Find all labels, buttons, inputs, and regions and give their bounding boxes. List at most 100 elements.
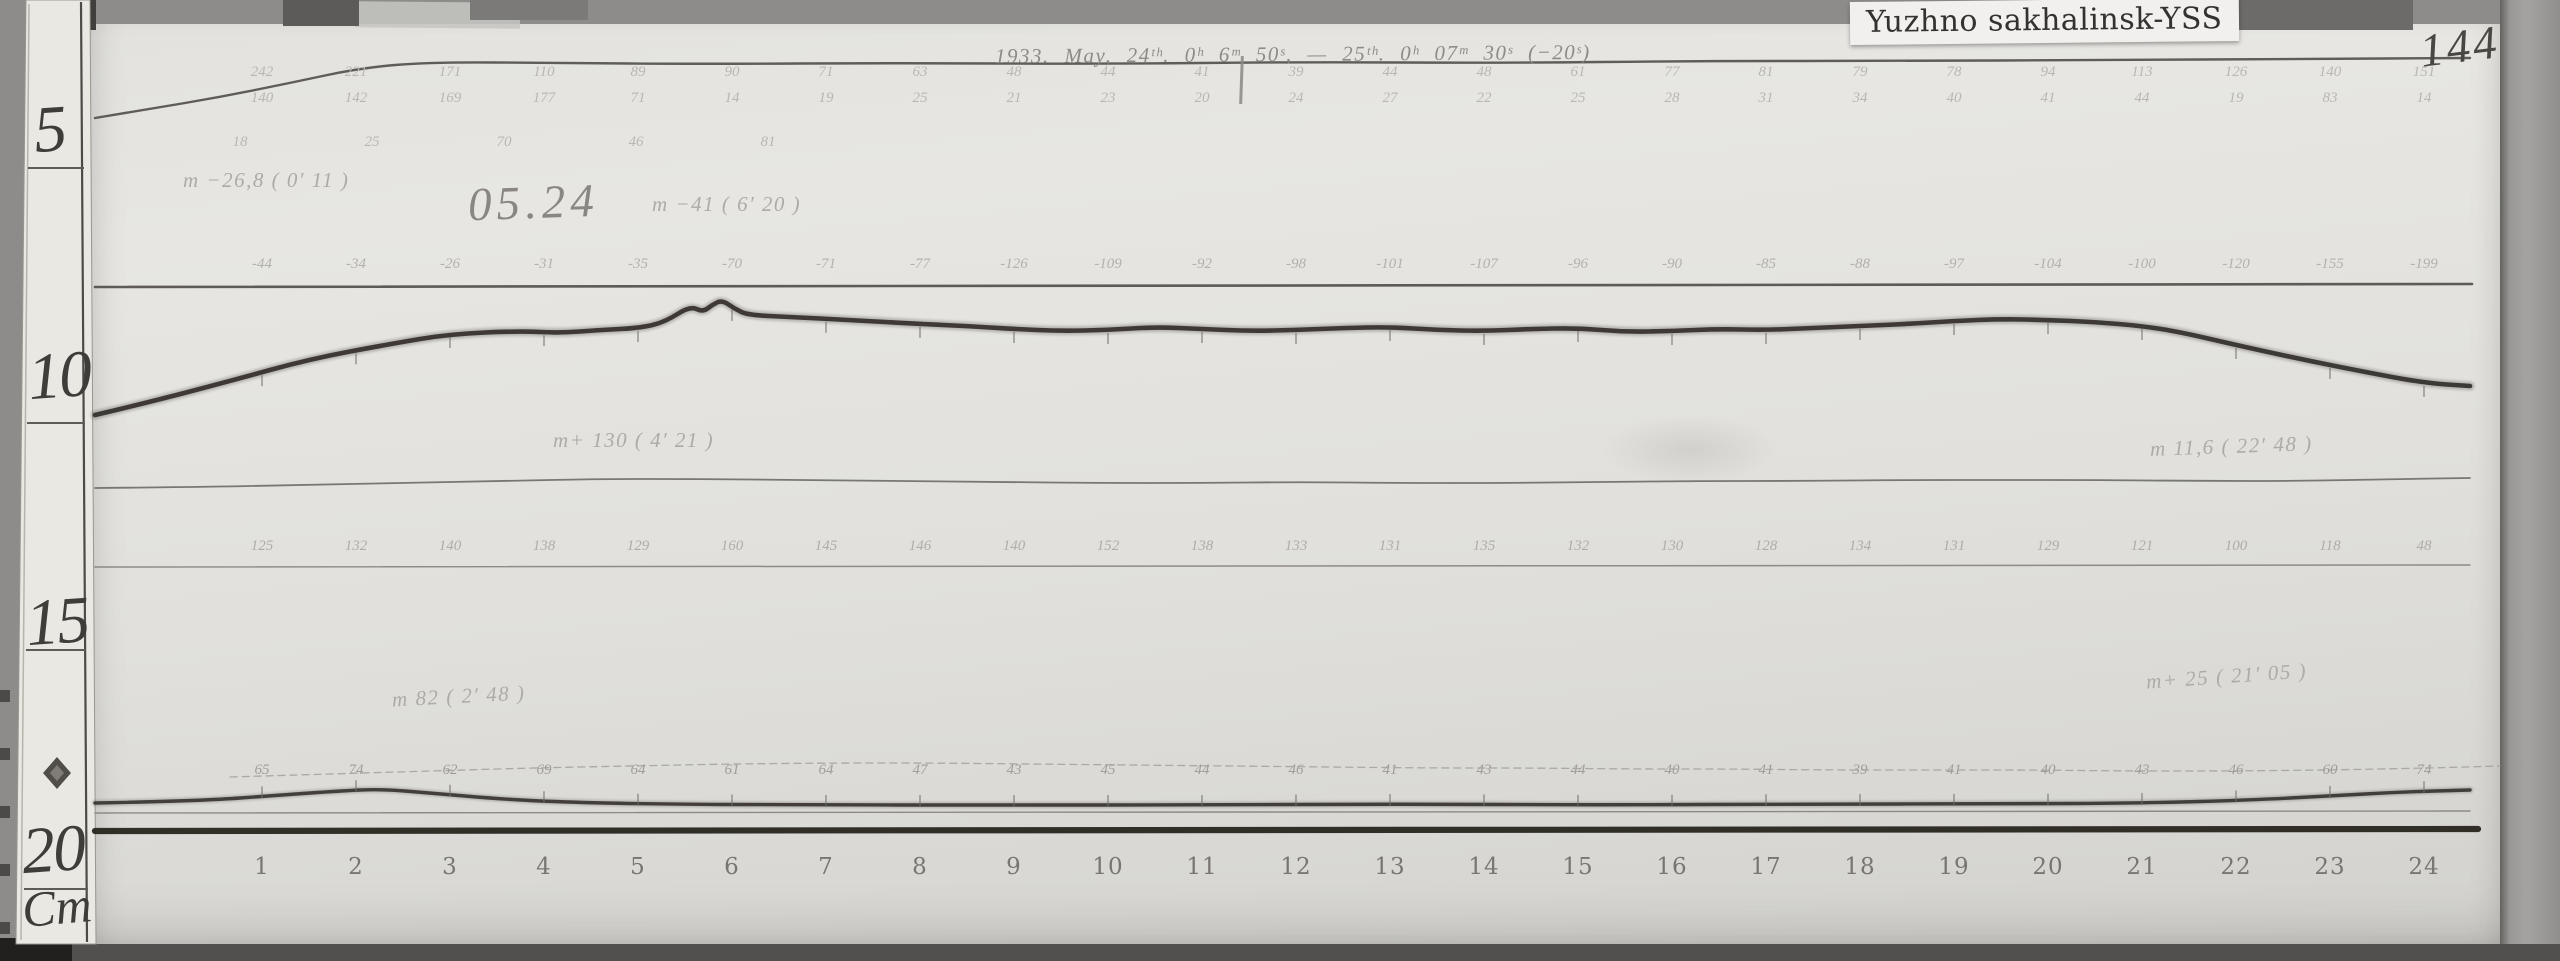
trace-main [92,299,2473,418]
diamond-mark-inner-icon [50,765,64,781]
pencil-value: 48 [1006,64,1022,80]
hour-label: 15 [1562,854,1594,880]
pencil-value: 61 [1570,64,1586,80]
pencil-value: 64 [818,762,834,778]
ruler-mark-15: 15 [23,582,91,661]
pencil-value: 44 [1570,762,1586,778]
hour-label: 20 [2032,854,2064,880]
pencil-value: 62 [442,762,458,778]
pencil-value: 151 [2412,64,2436,80]
pencil-value: 40 [2040,762,2056,778]
pencil-value: 39 [1288,64,1304,80]
pencil-value: -34 [346,256,366,272]
pencil-value: 94 [2040,64,2056,80]
line-thin [94,810,2471,814]
pencil-value: -44 [252,256,272,272]
pencil-value: 132 [1566,538,1590,554]
pencil-value: 39 [1852,762,1868,778]
pencil-value: 44 [1382,64,1398,80]
pencil-value: 70 [496,134,512,150]
annotation-amplitude-3: m+ 130 ( 4′ 21 ) [553,428,715,452]
pencil-value: -85 [1756,256,1776,272]
trace-low [93,787,2472,807]
pencil-value: -26 [440,256,460,272]
annotation-amplitude-2: m −41 ( 6′ 20 ) [652,192,802,216]
pencil-value: 18 [232,134,248,150]
pencil-value: 14 [724,90,740,106]
pencil-value: 14 [2416,90,2432,106]
pencil-value: 41 [1382,762,1398,778]
pencil-value: 81 [760,134,776,150]
hour-tick-marks [261,309,2425,807]
hour-label: 5 [630,854,646,880]
pencil-value: 81 [1758,64,1774,80]
pencil-value: 40 [1664,762,1680,778]
photo-top-shadow-block [2215,0,2413,30]
pencil-value: -104 [2034,256,2062,272]
pencil-row-d: 125 132 140 138 129 160 145 146 140 152 138 133 131 1… [0,538,2560,558]
pencil-value: 129 [2036,538,2060,554]
pencil-value: -96 [1568,256,1588,272]
pencil-value: 242 [250,64,274,80]
pencil-value: 146 [908,538,932,554]
pencil-value: 41 [1758,762,1774,778]
pencil-value: 130 [1660,538,1684,554]
trace-top [93,56,2472,120]
pencil-value: 110 [533,64,555,80]
pencil-value: 171 [438,64,462,80]
pencil-value: 43 [2134,762,2150,778]
pencil-value: 46 [1288,762,1304,778]
chart-paper [86,24,2504,945]
pencil-value: 89 [630,64,646,80]
pencil-value: 71 [630,90,646,106]
pencil-value: 22 [1476,90,1492,106]
line-thick [91,825,2482,835]
pencil-value: 48 [1476,64,1492,80]
pencil-value: 25 [364,134,380,150]
recorded-traces [90,56,2501,835]
pencil-value: 65 [254,762,270,778]
pencil-value: 79 [1852,64,1868,80]
pencil-value: 64 [630,762,646,778]
pencil-value: 20 [1194,90,1210,106]
pencil-value: 140 [438,538,462,554]
pencil-value: 48 [2416,538,2432,554]
annotation-amplitude-1: m −26,8 ( 0′ 11 ) [183,168,350,192]
pencil-value: 145 [814,538,838,554]
pencil-value: 135 [1472,538,1496,554]
ruler-right-edge-line [79,1,89,943]
pencil-value: 25 [1570,90,1586,106]
pencil-value: 63 [912,64,928,80]
pencil-value: 21 [1006,90,1022,106]
pencil-value: 221 [344,64,368,80]
pencil-value: -126 [1000,256,1028,272]
hour-scale: 1 2 3 4 5 6 7 8 9 10 11 12 13 14 15 16 17 18 19 20 21 22 23 24 [0,854,2560,880]
pencil-value: 69 [536,762,552,778]
pencil-value: -35 [628,256,648,272]
film-edge-marks [0,690,10,958]
pencil-row-b: 140 142 169 177 71 14 19 25 21 23 20 24 27 22 25 28 31 34… [0,90,2560,110]
pencil-value: 128 [1754,538,1778,554]
photo-right-edge [2500,0,2560,961]
hour-label: 21 [2126,854,2158,880]
pencil-value: 61 [724,762,740,778]
pencil-value: 46 [628,134,644,150]
hour-label: 10 [1092,854,1124,880]
pencil-value: 132 [344,538,368,554]
photo-top-shadow-block [283,0,359,26]
pencil-value: 140 [2318,64,2342,80]
hour-label: 23 [2314,854,2346,880]
pencil-value: 169 [438,90,462,106]
pencil-row-c: -44 -34 -26 -31 -35 -70 -71 -77 -126 -109 -92 -98 -1… [0,256,2560,276]
pencil-value: -100 [2128,256,2156,272]
pencil-value: -120 [2222,256,2250,272]
hour-label: 17 [1750,854,1782,880]
pencil-value: 142 [344,90,368,106]
ruler-unit-label: Cm [19,876,94,938]
ruler-mark-10: 10 [25,336,93,415]
ruler [15,0,97,945]
pencil-value: 74 [2416,762,2432,778]
pencil-value: 77 [1664,64,1680,80]
pencil-value: 41 [1194,64,1210,80]
